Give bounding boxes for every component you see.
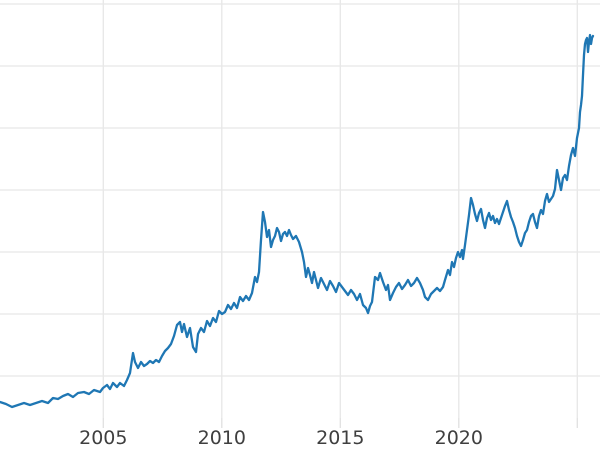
series-line bbox=[0, 33, 595, 409]
x-tick-label: 2010 bbox=[198, 427, 246, 449]
vertical-gridlines bbox=[102, 0, 578, 418]
data-series-line bbox=[0, 33, 595, 409]
x-axis-tick-marks bbox=[102, 418, 578, 428]
horizontal-gridlines bbox=[0, 3, 600, 377]
x-tick-label: 2020 bbox=[435, 427, 483, 449]
x-axis-tick-labels: 2005 2010 2015 2020 bbox=[79, 427, 483, 449]
x-tick-label: 2015 bbox=[316, 427, 364, 449]
x-tick-label: 2005 bbox=[79, 427, 127, 449]
